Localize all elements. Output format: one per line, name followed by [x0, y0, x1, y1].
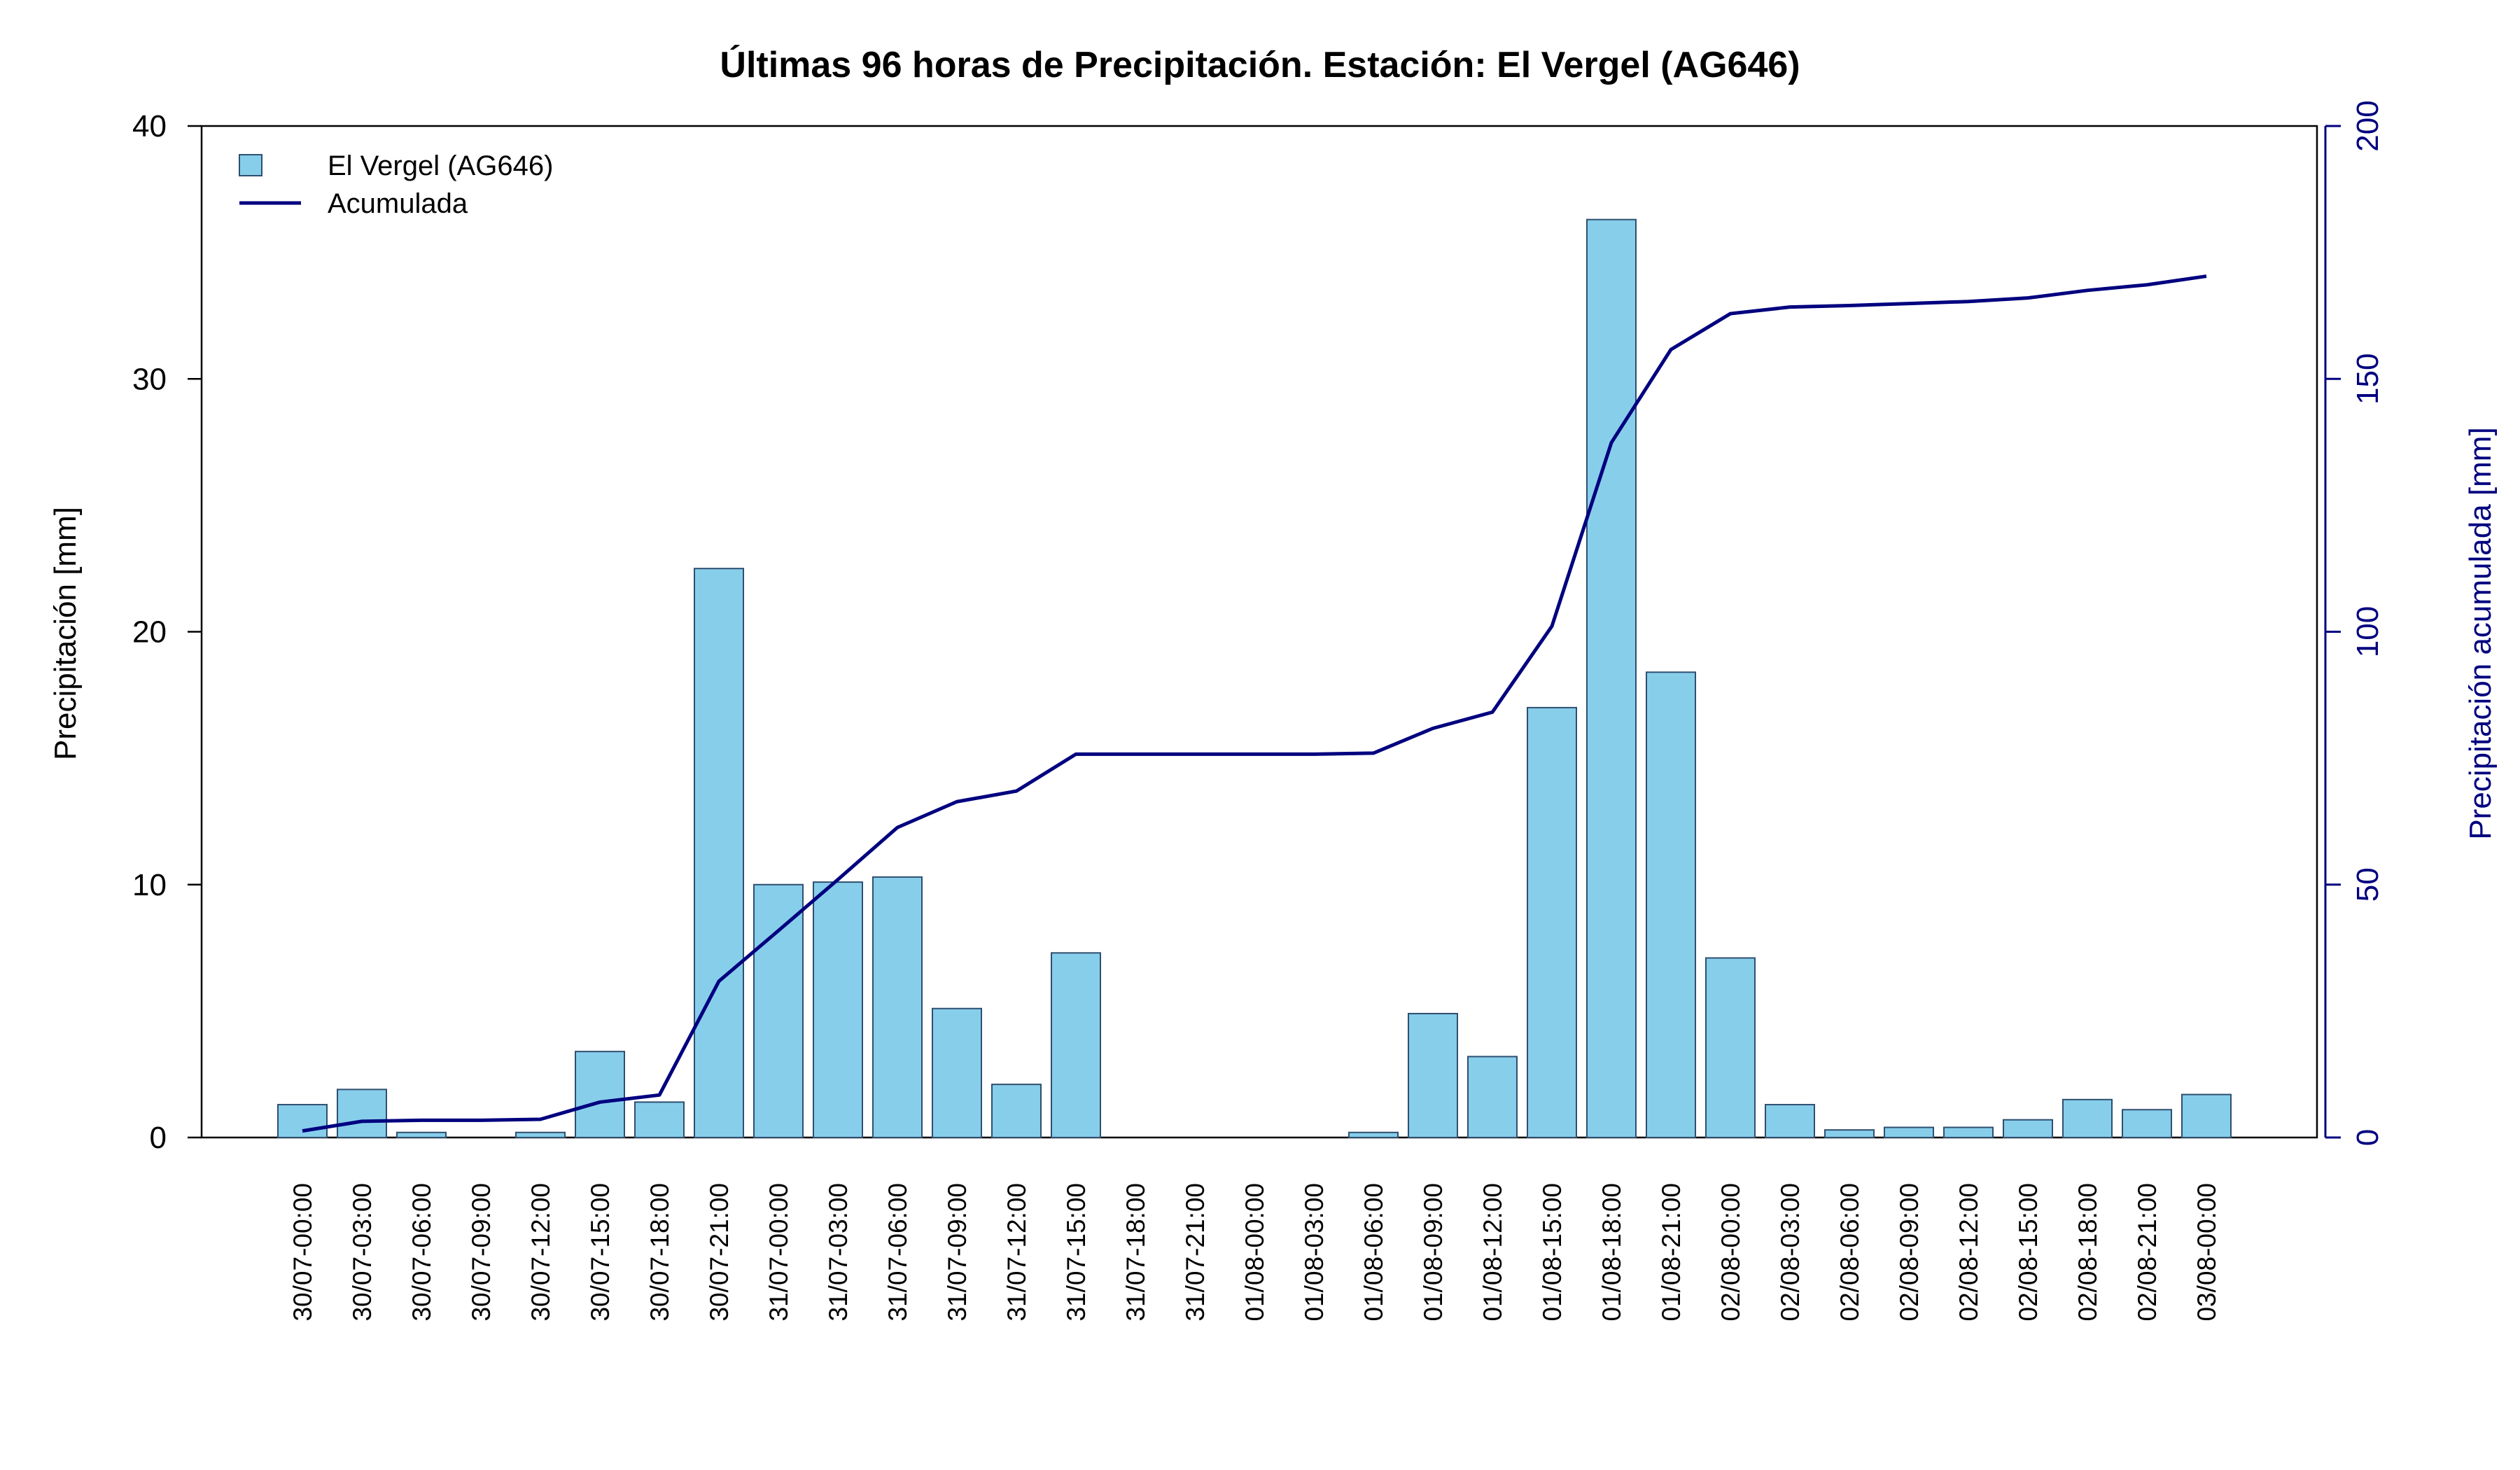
x-tick-label: 30/07-09:00: [467, 1183, 496, 1322]
bar-31/07-12:00: [991, 1084, 1042, 1138]
x-tick-label: 02/08-09:00: [1895, 1183, 1924, 1322]
x-tick-label: 01/08-03:00: [1300, 1183, 1329, 1322]
x-tick-label: 30/07-06:00: [407, 1183, 436, 1322]
x-tick-label: 31/07-06:00: [883, 1183, 912, 1322]
bar-30/07-12:00: [515, 1131, 566, 1139]
x-tick-label: 02/08-12:00: [1954, 1183, 1983, 1322]
legend-bar-swatch: [239, 154, 262, 176]
x-tick-label: 30/07-21:00: [705, 1183, 734, 1322]
right-tick-label: 200: [2351, 100, 2385, 151]
bar-30/07-03:00: [337, 1088, 387, 1139]
x-tick-label: 01/08-15:00: [1538, 1183, 1567, 1322]
bar-31/07-15:00: [1051, 952, 1101, 1138]
bar-02/08-00:00: [1705, 957, 1756, 1138]
bar-01/08-09:00: [1408, 1012, 1458, 1139]
right-tick-label: 150: [2351, 354, 2385, 405]
x-tick-label: 31/07-09:00: [943, 1183, 972, 1322]
x-tick-label: 01/08-12:00: [1478, 1183, 1507, 1322]
bar-02/08-09:00: [1884, 1126, 1934, 1139]
x-tick-label: 31/07-00:00: [764, 1183, 793, 1322]
x-tick-label: 30/07-03:00: [348, 1183, 377, 1322]
plot-frame: [200, 125, 2318, 1139]
bar-01/08-21:00: [1646, 671, 1696, 1138]
x-tick-label: 01/08-18:00: [1597, 1183, 1626, 1322]
bar-31/07-09:00: [932, 1007, 982, 1138]
left-tick-label: 10: [132, 868, 167, 902]
bar-02/08-21:00: [2122, 1109, 2172, 1138]
plot-border: [200, 125, 2318, 1139]
y-axis-label-left: Precipitación [mm]: [48, 507, 83, 760]
right-tick-label: 100: [2351, 606, 2385, 657]
legend-label-line: Acumulada: [328, 188, 468, 219]
x-tick-label: 01/08-09:00: [1419, 1183, 1448, 1322]
x-tick-label: 31/07-12:00: [1002, 1183, 1031, 1322]
bar-02/08-18:00: [2062, 1098, 2113, 1138]
bar-31/07-00:00: [753, 883, 804, 1138]
left-tick-label: 20: [132, 615, 167, 650]
legend: El Vergel (AG646) Acumulada: [239, 150, 553, 219]
bar-02/08-06:00: [1824, 1129, 1875, 1138]
bar-01/08-15:00: [1527, 706, 1577, 1138]
bar-30/07-06:00: [396, 1131, 447, 1139]
x-tick-label: 03/08-00:00: [2192, 1183, 2221, 1322]
bar-30/07-15:00: [575, 1051, 625, 1139]
left-tick-label: 40: [132, 109, 167, 144]
x-tick-label: 01/08-00:00: [1240, 1183, 1269, 1322]
x-tick-label: 01/08-06:00: [1359, 1183, 1388, 1322]
x-tick-label: 31/07-18:00: [1121, 1183, 1150, 1322]
bar-03/08-00:00: [2181, 1093, 2232, 1139]
x-axis-labels: 30/07-00:00 30/07-03:00 30/07-06:00 30/07-0…: [288, 1183, 2221, 1322]
x-tick-label: 02/08-06:00: [1835, 1183, 1864, 1322]
left-tick-label: 0: [150, 1121, 167, 1155]
bar-02/08-03:00: [1765, 1104, 1815, 1138]
legend-label-bars: El Vergel (AG646): [328, 150, 553, 181]
bar-01/08-06:00: [1348, 1131, 1399, 1139]
x-tick-label: 02/08-21:00: [2133, 1183, 2162, 1322]
bar-02/08-15:00: [2003, 1119, 2053, 1139]
bar-30/07-21:00: [694, 568, 744, 1138]
x-tick-label: 30/07-15:00: [586, 1183, 615, 1322]
x-tick-label: 02/08-15:00: [2014, 1183, 2043, 1322]
bars-group: [277, 218, 2232, 1139]
bar-02/08-12:00: [1943, 1126, 1994, 1139]
bar-01/08-12:00: [1467, 1056, 1518, 1139]
x-tick-label: 30/07-18:00: [645, 1183, 674, 1322]
right-tick-label: 50: [2351, 867, 2385, 902]
x-tick-label: 31/07-03:00: [824, 1183, 853, 1322]
y-axis-label-right: Precipitación acumulada [mm]: [2463, 427, 2498, 839]
bar-30/07-00:00: [277, 1104, 328, 1138]
x-tick-label: 02/08-00:00: [1716, 1183, 1745, 1322]
bar-31/07-06:00: [872, 876, 923, 1138]
bar-01/08-18:00: [1586, 218, 1637, 1139]
bar-31/07-03:00: [813, 881, 863, 1138]
left-axis: 0 10 20 30 40: [132, 109, 202, 1155]
right-axis: 0 50 100 150 200: [2324, 100, 2385, 1146]
bar-30/07-18:00: [634, 1101, 685, 1139]
left-tick-label: 30: [132, 362, 167, 396]
x-tick-label: 31/07-15:00: [1062, 1183, 1091, 1322]
cumulative-line: [302, 274, 2207, 1133]
x-tick-label: 01/08-21:00: [1657, 1183, 1686, 1322]
right-tick-label: 0: [2351, 1129, 2385, 1146]
x-tick-label: 30/07-00:00: [288, 1183, 317, 1322]
x-tick-label: 31/07-21:00: [1181, 1183, 1210, 1322]
cumulative-line-group: [302, 274, 2207, 1133]
x-tick-label: 02/08-18:00: [2073, 1183, 2102, 1322]
chart-title: Últimas 96 horas de Precipitación. Estac…: [720, 45, 1800, 85]
x-tick-label: 30/07-12:00: [526, 1183, 555, 1322]
x-tick-label: 02/08-03:00: [1776, 1183, 1805, 1322]
